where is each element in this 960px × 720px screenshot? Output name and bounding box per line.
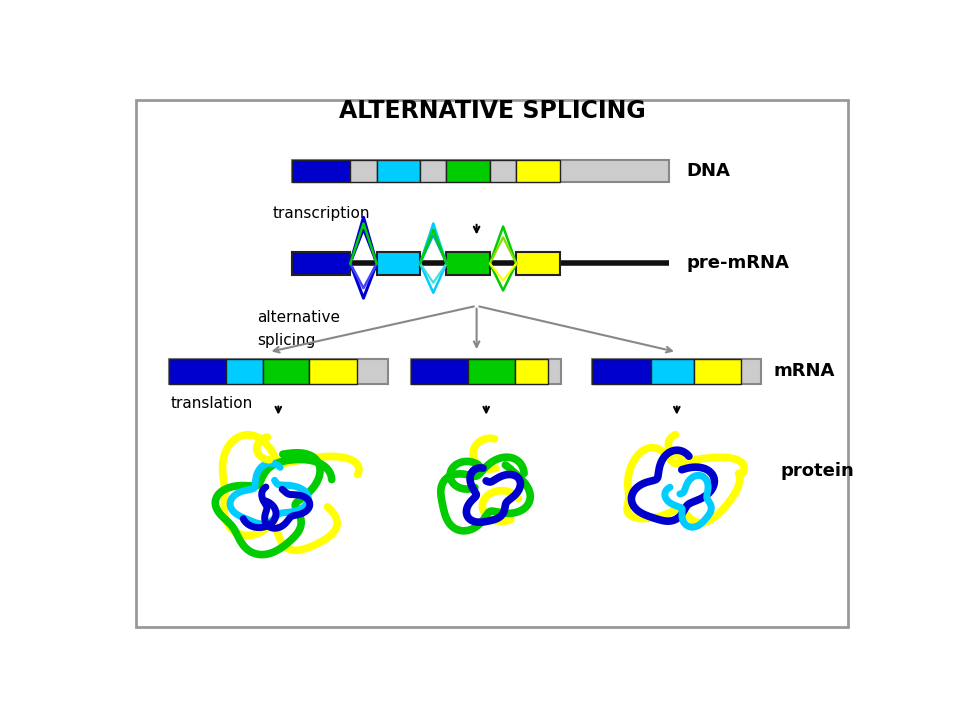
Bar bbox=[292, 161, 350, 182]
Text: translation: translation bbox=[170, 396, 252, 411]
Bar bbox=[169, 359, 226, 384]
Bar bbox=[376, 252, 420, 275]
Text: transcription: transcription bbox=[273, 206, 370, 221]
Bar bbox=[694, 359, 741, 384]
Bar bbox=[592, 359, 652, 384]
Text: protein: protein bbox=[780, 462, 854, 480]
Bar bbox=[516, 252, 560, 275]
Text: mRNA: mRNA bbox=[773, 362, 834, 380]
Bar bbox=[468, 359, 515, 384]
Bar bbox=[309, 359, 357, 384]
Bar bbox=[263, 359, 309, 384]
Bar bbox=[350, 161, 376, 182]
Text: alternative
splicing: alternative splicing bbox=[257, 310, 340, 348]
Text: DNA: DNA bbox=[686, 162, 730, 180]
Bar bbox=[515, 359, 548, 384]
Bar bbox=[169, 359, 388, 384]
Bar bbox=[446, 252, 490, 275]
Bar bbox=[652, 359, 694, 384]
Bar bbox=[226, 359, 263, 384]
Bar bbox=[490, 161, 516, 182]
Bar bbox=[516, 161, 560, 182]
Bar bbox=[376, 161, 420, 182]
Bar bbox=[420, 161, 446, 182]
Bar bbox=[411, 359, 562, 384]
Bar bbox=[592, 359, 761, 384]
Bar bbox=[446, 161, 490, 182]
Text: pre-mRNA: pre-mRNA bbox=[686, 254, 789, 272]
Bar bbox=[411, 359, 468, 384]
Bar bbox=[292, 252, 350, 275]
Bar bbox=[292, 161, 669, 182]
Text: ALTERNATIVE SPLICING: ALTERNATIVE SPLICING bbox=[339, 99, 645, 123]
